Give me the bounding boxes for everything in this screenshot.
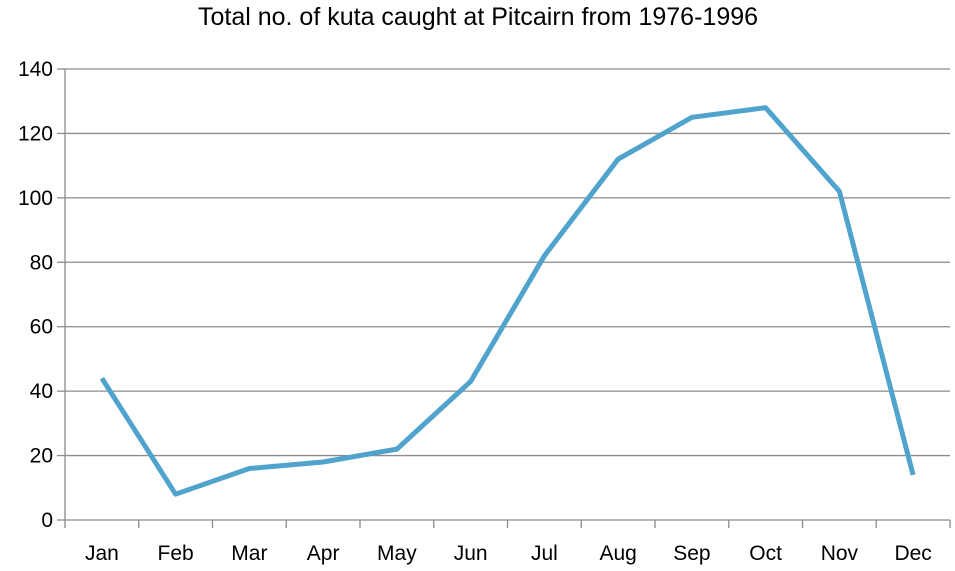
x-tick-label-may: May (377, 542, 417, 565)
x-tick-label-jun: Jun (454, 542, 488, 565)
x-tick-label-aug: Aug (599, 542, 636, 565)
y-tick-label: 20 (30, 445, 53, 468)
chart-title: Total no. of kuta caught at Pitcairn fro… (198, 3, 758, 31)
x-tick-label-apr: Apr (307, 542, 340, 565)
y-tick-label: 60 (30, 316, 53, 339)
x-tick-label-feb: Feb (158, 542, 194, 565)
y-tick-labels: 0 20 40 60 80 100 120 140 (18, 58, 53, 532)
y-tick-label: 0 (41, 509, 53, 532)
y-tick-label: 140 (18, 58, 53, 81)
y-tick-label: 100 (18, 187, 53, 210)
x-tick-labels: Jan Feb Mar Apr May Jun Jul Aug Sep Oct Nov Dec (85, 542, 932, 565)
x-tick-label-dec: Dec (894, 542, 931, 565)
series-line-0 (99, 105, 916, 497)
axes (57, 68, 951, 528)
y-tick-label: 40 (30, 380, 53, 403)
x-tick-label-sep: Sep (673, 542, 710, 565)
x-tick-label-nov: Nov (821, 542, 859, 565)
x-tick-label-mar: Mar (231, 542, 267, 565)
x-tick-label-jan: Jan (85, 542, 119, 565)
series-layer (99, 105, 916, 497)
gridlines (65, 68, 950, 457)
y-tick-label: 80 (30, 251, 53, 274)
x-tick-label-jul: Jul (531, 542, 558, 565)
y-tick-label: 120 (18, 122, 53, 145)
x-tick-label-oct: Oct (749, 542, 782, 565)
